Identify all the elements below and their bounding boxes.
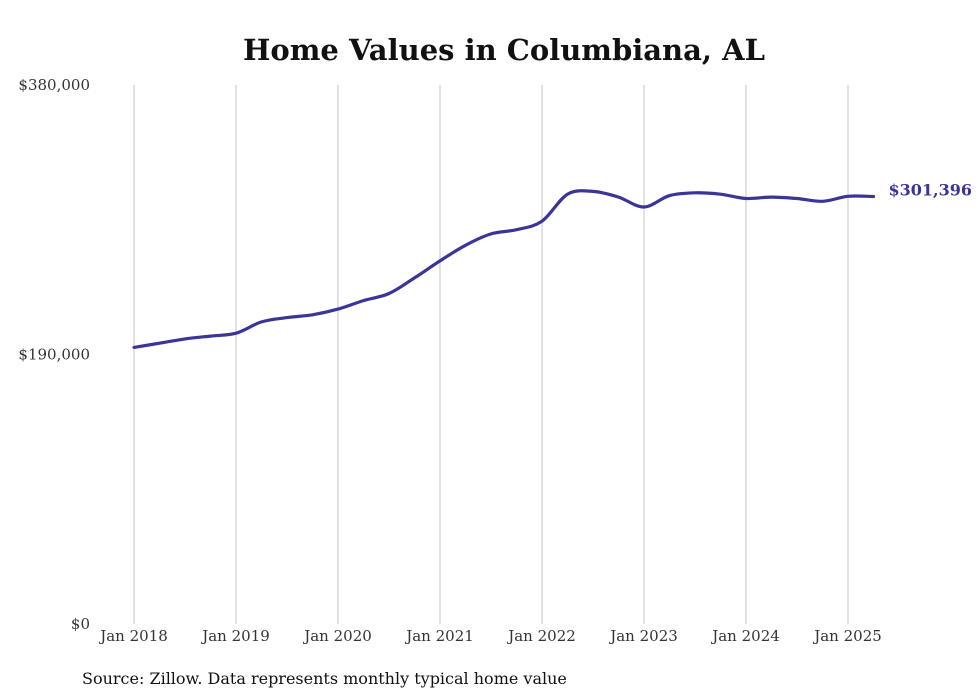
plot-area: $301,396 [132, 180, 973, 349]
x-tick-label: Jan 2019 [200, 627, 270, 645]
x-tick-label: Jan 2020 [302, 627, 372, 645]
x-tick-label: Jan 2025 [812, 627, 882, 645]
source-note: Source: Zillow. Data represents monthly … [82, 669, 567, 688]
x-tick-label: Jan 2018 [98, 627, 168, 645]
x-tick-label: Jan 2023 [608, 627, 678, 645]
x-tick-label: Jan 2024 [710, 627, 780, 645]
grid-layer [133, 85, 849, 624]
end-value-label: $301,396 [889, 180, 973, 199]
y-tick-label: $0 [71, 615, 90, 633]
y-tick-label: $380,000 [18, 76, 90, 94]
x-tick-label: Jan 2022 [506, 627, 576, 645]
y-tick-label: $190,000 [18, 346, 90, 364]
y-axis: $0 $190,000 $380,000 [18, 76, 90, 633]
series-line [132, 189, 876, 349]
x-axis: Jan 2018 Jan 2019 Jan 2020 Jan 2021 Jan 2022… [98, 627, 882, 645]
chart-title: Home Values in Columbiana, AL [243, 33, 765, 67]
x-tick-label: Jan 2021 [404, 627, 474, 645]
